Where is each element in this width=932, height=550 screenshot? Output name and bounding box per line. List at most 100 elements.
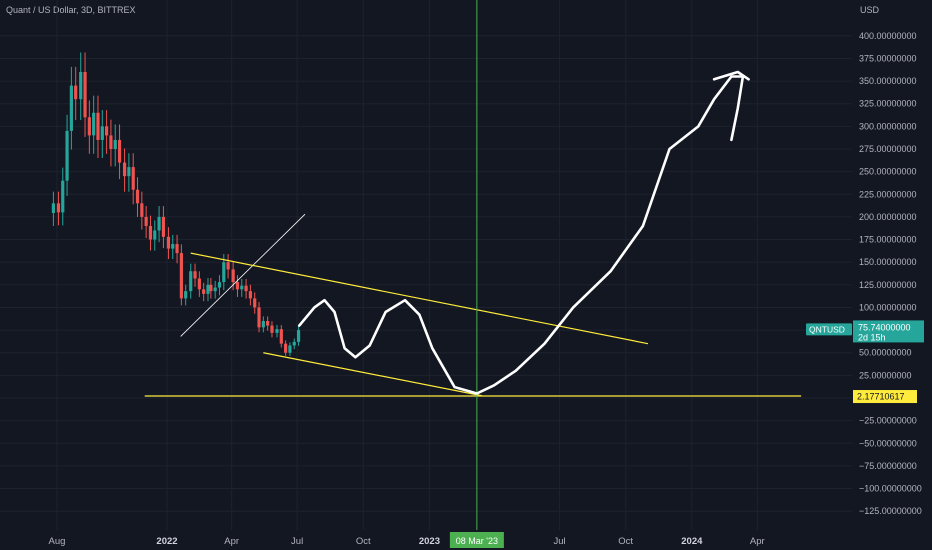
candle bbox=[288, 342, 292, 356]
level-value: 2.17710617 bbox=[857, 392, 905, 402]
candle bbox=[135, 177, 140, 217]
guide-line[interactable] bbox=[180, 213, 306, 337]
time-tick: Oct bbox=[618, 536, 633, 547]
time-tick: 2022 bbox=[156, 536, 177, 547]
time-tick: Apr bbox=[224, 536, 239, 547]
price-tick: 300.00000000 bbox=[859, 121, 917, 131]
candle bbox=[153, 220, 157, 251]
horizontal-level-label: 2.17710617 bbox=[853, 390, 917, 404]
candle bbox=[292, 338, 296, 350]
time-tick: Oct bbox=[356, 536, 371, 547]
bar-countdown: 2d 15h bbox=[858, 332, 886, 342]
time-tick: 2024 bbox=[681, 536, 703, 547]
candle bbox=[144, 206, 148, 238]
candle bbox=[96, 95, 100, 158]
candle bbox=[270, 321, 274, 338]
candle bbox=[51, 191, 56, 226]
price-tick: 150.00000000 bbox=[859, 257, 917, 267]
price-tick: 175.00000000 bbox=[859, 235, 917, 245]
candle bbox=[266, 316, 270, 331]
candle bbox=[197, 271, 201, 297]
candle bbox=[261, 316, 265, 333]
candle bbox=[206, 278, 210, 302]
candle bbox=[189, 263, 193, 299]
price-tick: −50.00000000 bbox=[859, 438, 917, 448]
time-tick: Apr bbox=[750, 536, 765, 547]
candle bbox=[284, 340, 288, 356]
candle bbox=[209, 278, 213, 299]
candle bbox=[87, 100, 91, 154]
candle bbox=[202, 282, 206, 302]
candle bbox=[113, 124, 117, 167]
candle bbox=[69, 66, 73, 150]
candle bbox=[109, 119, 113, 167]
price-tick: 275.00000000 bbox=[859, 144, 917, 154]
candle bbox=[105, 110, 109, 154]
chart-title: Quant / US Dollar, 3D, BITTREX bbox=[6, 5, 136, 15]
candle bbox=[140, 191, 144, 230]
drawings[interactable] bbox=[144, 0, 802, 530]
time-tick: Jul bbox=[291, 536, 303, 547]
candle bbox=[157, 206, 161, 243]
candle bbox=[217, 275, 222, 296]
time-axis bbox=[56, 0, 758, 530]
candle bbox=[248, 284, 252, 306]
candle bbox=[184, 284, 188, 306]
candle bbox=[175, 234, 179, 264]
projection-drawing[interactable] bbox=[298, 75, 745, 395]
candle bbox=[235, 275, 240, 297]
candle bbox=[253, 292, 257, 314]
candle bbox=[257, 302, 261, 333]
candle bbox=[275, 325, 279, 338]
crosshair-date-label: 08 Mar '23 bbox=[449, 532, 504, 548]
candle bbox=[240, 278, 244, 297]
price-tick: −100.00000000 bbox=[859, 484, 922, 494]
candle bbox=[166, 227, 171, 260]
candle bbox=[148, 215, 153, 251]
price-tick: 125.00000000 bbox=[859, 280, 917, 290]
time-tick: 2023 bbox=[419, 536, 440, 547]
candle bbox=[74, 66, 78, 121]
trendline[interactable] bbox=[190, 252, 649, 345]
projection-arrow[interactable] bbox=[712, 70, 750, 81]
candle bbox=[83, 52, 87, 137]
price-tick: 350.00000000 bbox=[859, 76, 917, 86]
candle bbox=[231, 261, 235, 291]
candle bbox=[127, 153, 131, 192]
time-tick: Jul bbox=[553, 536, 565, 547]
price-tick: −125.00000000 bbox=[859, 506, 922, 516]
price-tick: 250.00000000 bbox=[859, 167, 917, 177]
candles bbox=[51, 52, 301, 356]
candle bbox=[213, 280, 217, 299]
candle bbox=[131, 153, 135, 205]
candle bbox=[117, 124, 122, 180]
price-tick: 25.00000000 bbox=[859, 370, 912, 380]
price-tick: 200.00000000 bbox=[859, 212, 917, 222]
candle bbox=[226, 254, 230, 279]
candle bbox=[56, 191, 61, 226]
candle bbox=[122, 148, 127, 192]
crosshair-date: 08 Mar '23 bbox=[456, 536, 498, 546]
last-price-value: 75.74000000 bbox=[858, 322, 911, 332]
price-tick: 225.00000000 bbox=[859, 189, 917, 199]
time-tick: Aug bbox=[49, 536, 66, 547]
price-tick: 100.00000000 bbox=[859, 302, 917, 312]
candle bbox=[179, 244, 183, 306]
candle bbox=[65, 114, 69, 196]
axis-labels: USD 400.00000000 375.00000000 350.00000000 3… bbox=[49, 5, 924, 548]
candle bbox=[79, 52, 83, 121]
candle bbox=[61, 167, 65, 226]
price-tick: 375.00000000 bbox=[859, 53, 917, 63]
price-tick: 400.00000000 bbox=[859, 31, 917, 41]
price-tick: −25.00000000 bbox=[859, 416, 917, 426]
candle bbox=[296, 326, 301, 346]
candle bbox=[244, 278, 248, 299]
price-tick: 50.00000000 bbox=[859, 348, 912, 358]
price-tick: 325.00000000 bbox=[859, 99, 917, 109]
symbol-text: QNTUSD bbox=[809, 324, 845, 334]
candle bbox=[92, 95, 96, 154]
trendline[interactable] bbox=[263, 352, 483, 397]
candle bbox=[279, 325, 283, 348]
